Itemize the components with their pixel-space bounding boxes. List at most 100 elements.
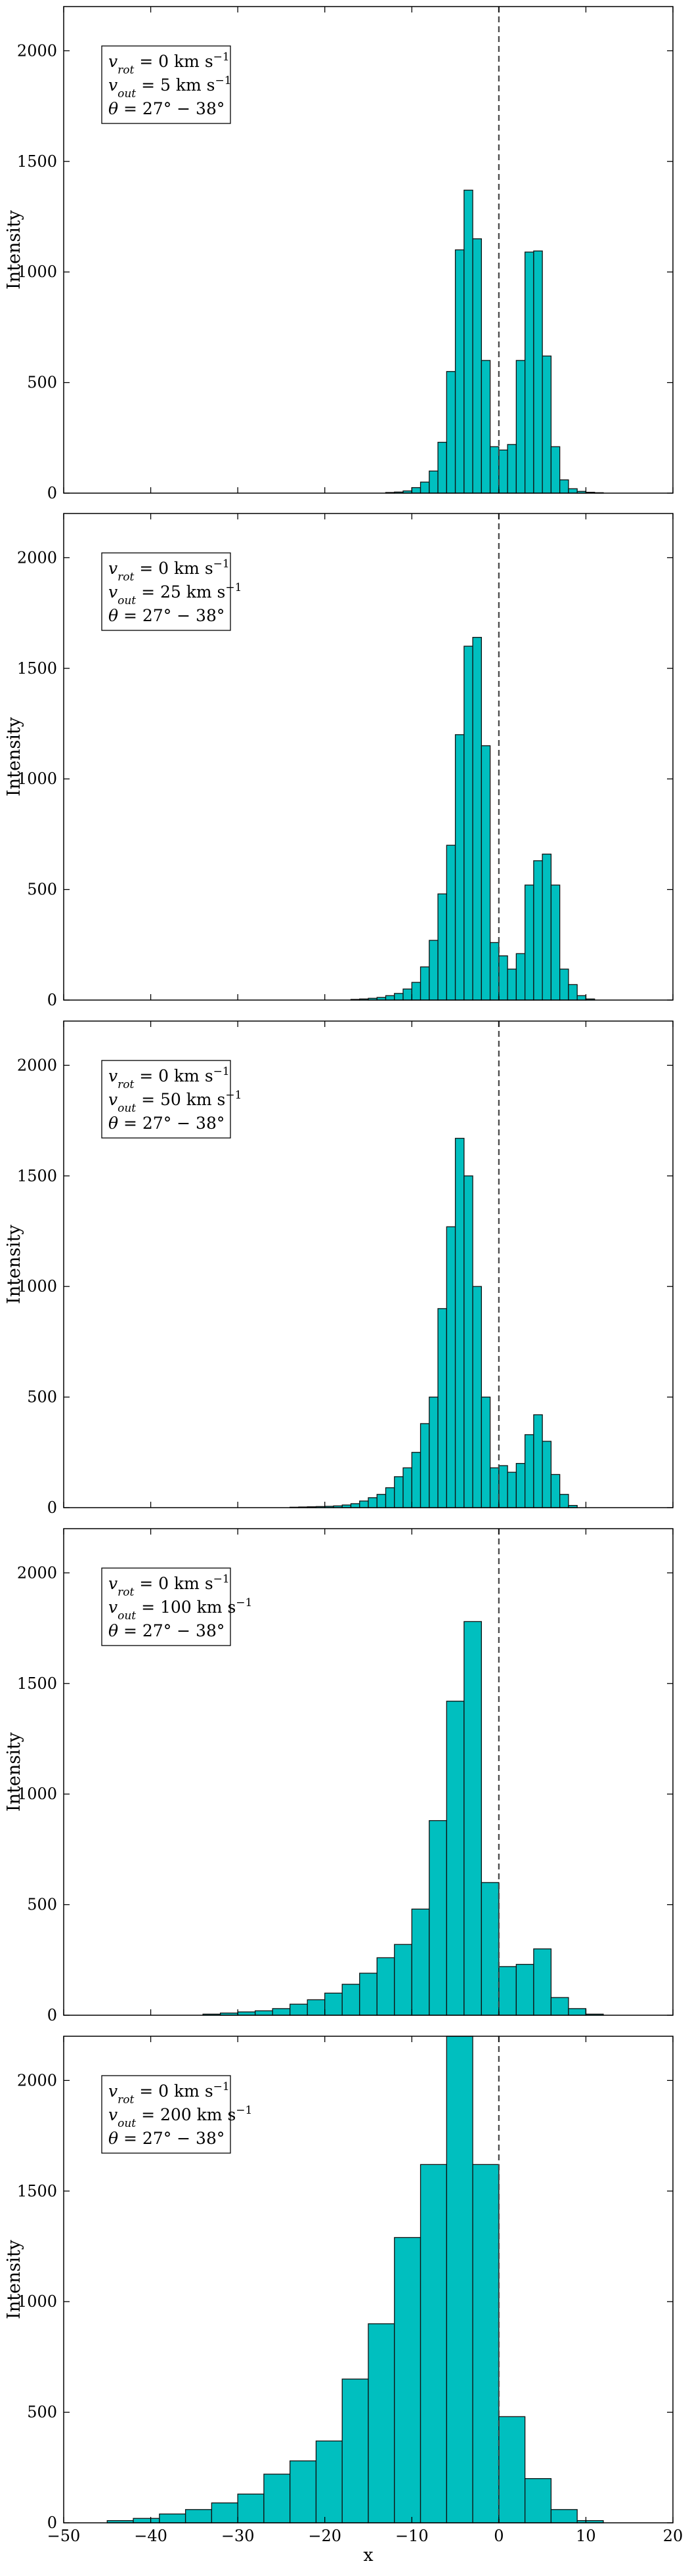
y-tick-label: 1500	[17, 1167, 57, 1185]
histogram-bar	[524, 251, 534, 494]
histogram-bar	[341, 2378, 369, 2523]
y-axis-label: Intensity	[4, 209, 24, 290]
y-tick-label: 2000	[17, 1563, 57, 1582]
y-axis-label: Intensity	[4, 1224, 24, 1304]
histogram-bar	[481, 745, 491, 1001]
histogram-bar	[568, 2008, 587, 2016]
y-tick-label: 0	[47, 2006, 57, 2024]
x-tick-label: −50	[47, 2527, 81, 2545]
x-axis-label: x	[363, 2545, 373, 2565]
histogram-bar	[507, 444, 517, 494]
x-tick-label: −20	[308, 2527, 341, 2545]
histogram-bar	[411, 982, 421, 1001]
histogram-bar	[429, 940, 439, 1001]
histogram-bar	[515, 360, 526, 494]
legend-line: θ = 27° − 38°	[108, 99, 225, 118]
histogram-bar	[472, 2164, 500, 2523]
histogram-bar	[515, 953, 526, 1001]
histogram-bar	[498, 955, 508, 1001]
histogram-bar	[429, 470, 439, 494]
histogram-bar	[394, 2237, 421, 2523]
histogram-bar	[568, 488, 578, 494]
histogram-bar	[376, 1957, 395, 2016]
y-axis-label: Intensity	[4, 2239, 24, 2319]
histogram-bar	[515, 1963, 534, 2016]
histogram-bar	[533, 1414, 543, 1508]
y-tick-label: 500	[27, 881, 57, 899]
histogram-bar	[350, 1503, 360, 1508]
legend-frame	[101, 1567, 231, 1646]
histogram-bar	[394, 1476, 404, 1508]
histogram-bar	[411, 1908, 430, 2016]
histogram-bar	[420, 2164, 447, 2523]
histogram-bar	[489, 942, 500, 1001]
histogram-bar	[290, 2003, 308, 2016]
y-tick-label: 1000	[17, 2292, 57, 2311]
histogram-bar	[159, 2513, 186, 2523]
histogram-bar	[568, 984, 578, 1001]
axes-frame	[63, 1528, 674, 2016]
histogram-bar	[464, 189, 473, 494]
histogram-bar	[437, 1308, 447, 1508]
histogram-bar	[307, 1999, 326, 2016]
legend-frame	[101, 2075, 231, 2154]
histogram-bar	[263, 2474, 291, 2523]
histogram-bar	[429, 1820, 447, 2016]
y-axis-label: Intensity	[4, 716, 24, 797]
histogram-bar	[237, 2493, 265, 2523]
histogram-bar	[341, 1984, 360, 2016]
x-tick-label: 0	[494, 2527, 504, 2545]
histogram-bar	[524, 884, 534, 1001]
y-tick-label: 1500	[17, 2182, 57, 2200]
histogram-bar	[376, 1494, 387, 1508]
legend-frame	[101, 1060, 231, 1139]
histogram-bar	[533, 1948, 552, 2016]
y-tick-label: 1500	[17, 1674, 57, 1693]
y-tick-label: 1000	[17, 770, 57, 788]
histogram-bar	[133, 2518, 160, 2523]
chart-panel-4: 0 500 1000 1500 2000 Intensity vrot = 0 km s−1…	[4, 1528, 674, 2024]
histogram-bar	[446, 1701, 465, 2016]
y-tick-label: 2000	[17, 548, 57, 567]
histogram-bar	[385, 995, 395, 1001]
y-tick-label: 0	[47, 2514, 57, 2532]
chart-panel-1: 0 500 1000 1500 2000 Intensity vrot = 0 km s−1…	[4, 6, 674, 502]
histogram-bar	[533, 860, 543, 1001]
histogram-bar	[481, 1882, 500, 2016]
histogram-bar	[550, 446, 561, 494]
x-tick-label: −30	[221, 2527, 255, 2545]
histogram-bar	[290, 2460, 317, 2523]
histogram-bar	[464, 1621, 482, 2016]
histogram-bar	[542, 854, 552, 1001]
histogram-bar	[507, 1472, 517, 1508]
histogram-bar	[498, 1465, 508, 1508]
histogram-bar	[437, 441, 447, 494]
y-tick-label: 0	[47, 991, 57, 1009]
histogram-bar	[385, 1487, 395, 1508]
x-tick-label: 20	[663, 2527, 683, 2545]
y-tick-label: 1500	[17, 659, 57, 678]
histogram-bar	[559, 969, 569, 1001]
y-tick-label: 2000	[17, 41, 57, 60]
histogram-bar	[498, 449, 508, 494]
histogram-bar	[359, 1973, 377, 2016]
histogram-bar	[464, 1175, 473, 1508]
y-tick-label: 0	[47, 484, 57, 502]
histogram-bar	[324, 1992, 343, 2016]
histogram-bar	[576, 995, 587, 1001]
histogram-bar	[524, 1434, 534, 1508]
histogram-bar	[368, 1497, 377, 1508]
histogram-bar	[533, 250, 543, 494]
histogram-bar	[550, 2509, 578, 2523]
y-tick-label: 1000	[17, 1785, 57, 1803]
y-tick-label: 500	[27, 2403, 57, 2422]
histogram-bar	[394, 993, 404, 1001]
chart-panel-3: 0 500 1000 1500 2000 Intensity vrot = 0 km s−1…	[4, 1020, 674, 1517]
histogram-bar	[454, 249, 465, 494]
histogram-bar	[542, 355, 552, 494]
